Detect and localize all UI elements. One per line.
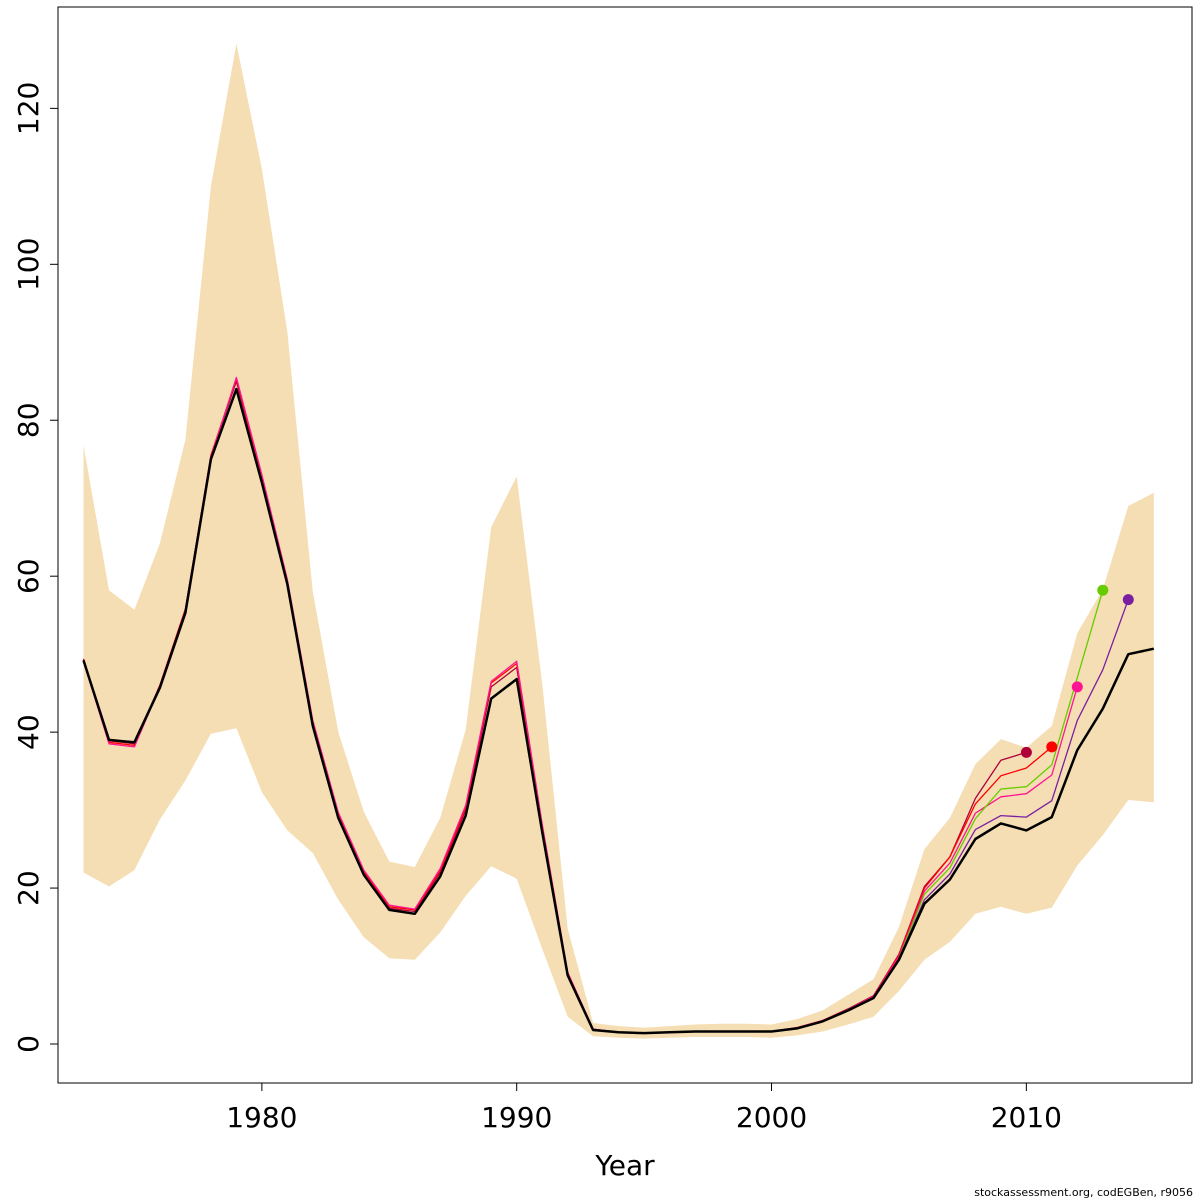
series-endpoint-6	[1122, 594, 1134, 606]
confidence-band	[83, 43, 1154, 1039]
marker-layer	[1020, 584, 1134, 758]
series-layer	[82, 376, 1155, 1035]
x-tick-label: 2010	[991, 1101, 1062, 1134]
y-tick-label: 20	[12, 870, 45, 906]
series-line-6	[898, 599, 1129, 960]
series-endpoint-4	[1071, 681, 1083, 693]
y-tick-label: 100	[12, 238, 45, 291]
y-tick-label: 0	[12, 1035, 45, 1053]
confidence-band-layer	[83, 43, 1154, 1039]
x-tick-label: 1990	[481, 1101, 552, 1134]
x-tick-label: 1980	[226, 1101, 297, 1134]
y-tick-label: 40	[12, 714, 45, 750]
y-tick-label: 60	[12, 558, 45, 594]
y-axis: 0 20 40 60 80 100 120	[12, 82, 59, 1053]
series-line-1	[82, 387, 1155, 1035]
footer-credit: stockassessment.org, codEGBen, r9056	[974, 1186, 1193, 1199]
series-endpoint-2	[1020, 746, 1032, 758]
y-tick-label: 80	[12, 402, 45, 438]
series-endpoint-5	[1097, 584, 1109, 596]
x-tick-label: 2000	[736, 1101, 807, 1134]
series-endpoint-3	[1046, 741, 1058, 753]
series-line-5	[898, 590, 1104, 959]
x-axis-title: Year	[594, 1149, 655, 1182]
x-axis: 1980 1990 2000 2010	[226, 1082, 1062, 1134]
y-tick-label: 120	[12, 82, 45, 135]
